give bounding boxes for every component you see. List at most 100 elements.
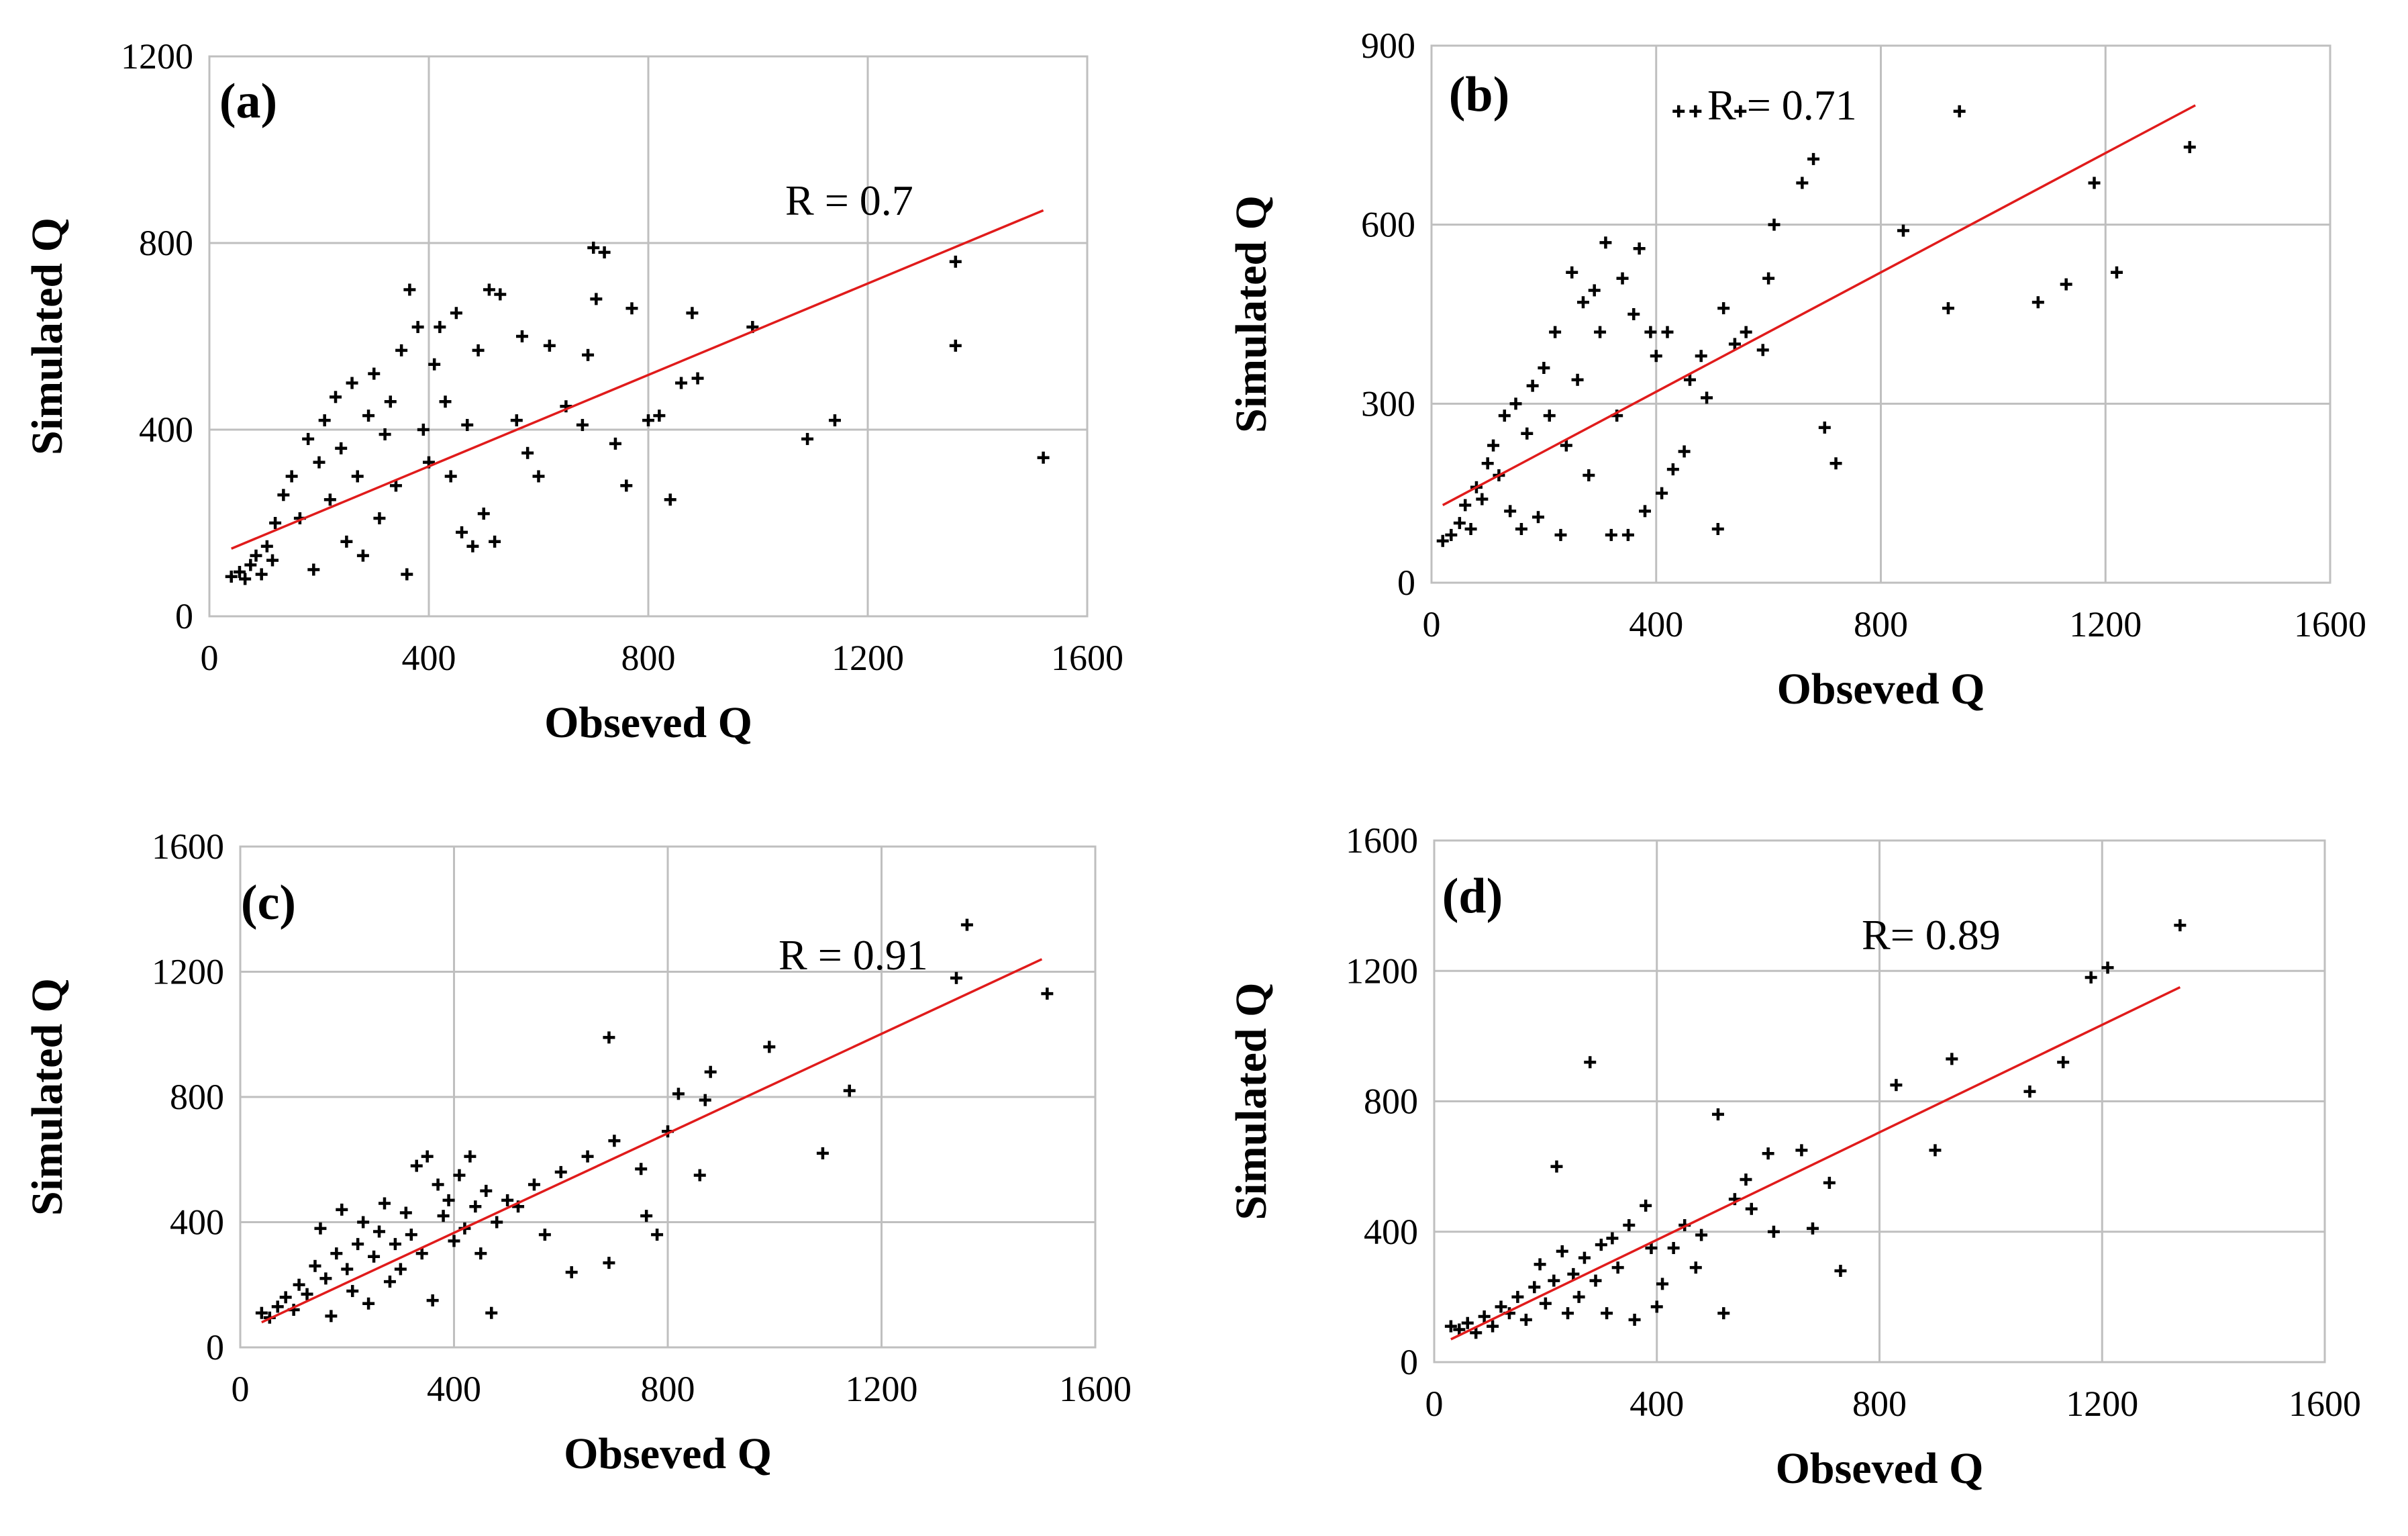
data-point-a [323, 493, 336, 506]
y-tick-label: 0 [175, 596, 193, 636]
data-point-a [456, 526, 468, 538]
data-point-a [691, 372, 704, 385]
data-point-a [675, 377, 688, 389]
y-tick-label: 600 [1361, 205, 1415, 245]
data-point-b [1464, 523, 1477, 535]
trendline-b [1442, 104, 2196, 506]
data-point-b [1436, 534, 1449, 547]
data-point-a [543, 339, 556, 352]
data-point-c [314, 1222, 327, 1235]
panel-label-d: (d) [1442, 869, 1503, 924]
data-point-a [335, 442, 348, 454]
data-point-b [1644, 326, 1657, 338]
data-point-c [437, 1210, 450, 1222]
data-point-c [330, 1247, 343, 1260]
y-axis-label-d: Simulated Q [1227, 983, 1276, 1220]
x-tick-label: 1200 [2066, 1384, 2138, 1424]
data-point-b [1549, 326, 1562, 338]
data-point-b [1588, 284, 1601, 297]
data-point-c [1041, 988, 1054, 1000]
panel-label-c: (c) [241, 875, 296, 930]
data-point-a [269, 517, 282, 529]
data-point-a [582, 348, 595, 361]
data-point-c [432, 1178, 444, 1191]
chart-a-svg: 0 400 800 1200 0 400 800 1200 1600 (a) R = 0.7 Obse… [23, 36, 1123, 747]
data-point-c [640, 1210, 653, 1222]
data-point-a [489, 535, 501, 548]
data-point-b [1796, 177, 1809, 189]
trendline-d [1450, 986, 2181, 1341]
data-point-b [1818, 421, 1831, 434]
y-axis-label-b: Simulated Q [1227, 195, 1276, 433]
data-point-a [1037, 451, 1050, 464]
x-tick-label: 1600 [1051, 638, 1123, 678]
data-point-a [625, 302, 638, 315]
data-point-d [1478, 1310, 1491, 1323]
data-point-a [521, 446, 534, 459]
data-point-b [1594, 326, 1607, 338]
data-point-c [565, 1266, 578, 1279]
data-point-a [653, 410, 666, 422]
plot-frame [1433, 839, 2326, 1363]
data-point-d [1550, 1160, 1563, 1173]
data-point-a [239, 573, 252, 585]
data-point-b [1678, 445, 1691, 458]
data-point-b [1445, 528, 1458, 541]
chart-panel-d: 0 400 800 1200 1600 0 400 800 1200 1600 (d) R= 0.89… [1204, 768, 2408, 1536]
data-point-d [1556, 1245, 1568, 1257]
data-point-d [1795, 1144, 1808, 1157]
data-point-b [1576, 296, 1589, 309]
data-point-a [318, 414, 331, 427]
panel-label-b: (b) [1449, 67, 1509, 122]
data-point-a [494, 288, 507, 301]
data-point-b [1672, 105, 1685, 117]
data-point-c [421, 1150, 434, 1163]
x-tick-label: 0 [1423, 604, 1441, 644]
data-point-b [1953, 105, 1966, 117]
data-point-c [554, 1165, 567, 1178]
data-point-a [439, 395, 452, 408]
data-point-b [1661, 326, 1674, 338]
data-point-b [1829, 457, 1842, 470]
data-point-d [1519, 1313, 1532, 1326]
data-point-a [313, 456, 325, 469]
data-point-b [1532, 511, 1545, 524]
y-tick-label: 1600 [1346, 820, 1418, 861]
data-point-c [426, 1294, 439, 1307]
data-point-a [587, 241, 600, 254]
data-point-c [816, 1147, 829, 1159]
data-point-a [466, 540, 479, 553]
data-point-b [1476, 493, 1489, 506]
data-point-d [1511, 1290, 1524, 1303]
data-point-a [642, 414, 654, 427]
data-point-a [411, 321, 424, 334]
data-point-c [442, 1194, 455, 1206]
data-point-d [2174, 919, 2187, 932]
data-point-a [401, 568, 413, 581]
data-point-c [448, 1235, 460, 1247]
data-point-c [271, 1300, 284, 1313]
data-point-b [1627, 308, 1640, 320]
data-point-a [379, 428, 391, 440]
data-point-d [1470, 1327, 1483, 1339]
chart-c-svg: 0 400 800 1200 1600 0 400 800 1200 1600 (c) R = 0.9… [23, 826, 1132, 1478]
data-point-a [510, 414, 523, 427]
data-point-a [576, 419, 589, 432]
data-point-c [763, 1041, 776, 1053]
data-point-a [434, 321, 446, 334]
data-point-d [1444, 1320, 1457, 1333]
data-point-c [464, 1150, 476, 1163]
data-point-c [843, 1084, 856, 1097]
data-point-b [1762, 272, 1775, 285]
data-point-d [1453, 1323, 1466, 1336]
data-point-d [2023, 1085, 2036, 1098]
data-point-c [368, 1250, 381, 1263]
y-tick-label: 1600 [152, 826, 224, 867]
plot-frame [208, 55, 1089, 618]
data-point-b [2183, 141, 2196, 154]
data-point-a [609, 437, 621, 450]
data-point-d [1695, 1229, 1708, 1241]
data-point-a [351, 470, 364, 483]
data-point-c [405, 1229, 417, 1241]
data-point-d [1628, 1313, 1641, 1326]
